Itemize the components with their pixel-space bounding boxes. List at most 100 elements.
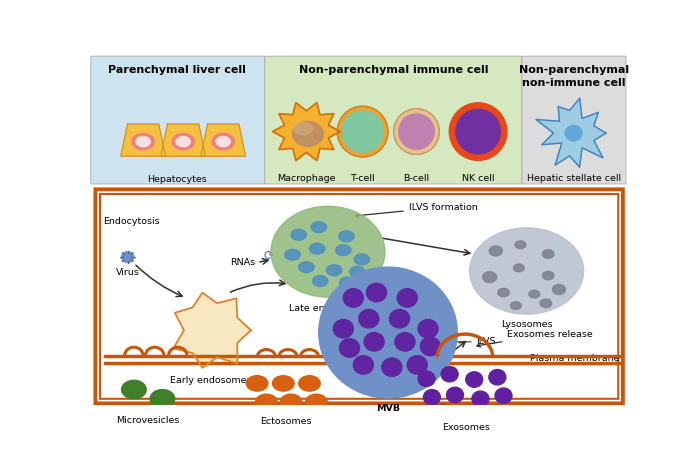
Text: Exosomes: Exosomes <box>442 424 491 432</box>
FancyBboxPatch shape <box>91 56 265 184</box>
Ellipse shape <box>354 254 370 265</box>
Polygon shape <box>272 102 340 161</box>
Text: B-cell: B-cell <box>403 174 430 183</box>
Ellipse shape <box>420 337 440 356</box>
Ellipse shape <box>447 387 463 403</box>
Ellipse shape <box>418 371 435 386</box>
Ellipse shape <box>340 277 355 288</box>
Ellipse shape <box>395 333 415 351</box>
Ellipse shape <box>280 394 302 410</box>
Ellipse shape <box>542 250 554 258</box>
Ellipse shape <box>470 228 584 314</box>
Polygon shape <box>161 124 206 156</box>
Text: T-cell: T-cell <box>350 174 375 183</box>
Ellipse shape <box>285 249 300 260</box>
Text: Ectosomes: Ectosomes <box>260 417 312 426</box>
Polygon shape <box>121 124 165 156</box>
Ellipse shape <box>424 389 440 405</box>
FancyBboxPatch shape <box>265 56 522 184</box>
Ellipse shape <box>336 245 351 256</box>
Ellipse shape <box>466 372 483 387</box>
Ellipse shape <box>318 267 457 398</box>
Ellipse shape <box>514 264 524 272</box>
Ellipse shape <box>212 133 234 150</box>
Ellipse shape <box>358 309 379 328</box>
Ellipse shape <box>311 222 326 233</box>
Ellipse shape <box>407 356 427 374</box>
Ellipse shape <box>294 122 312 135</box>
Text: Plasma membrane: Plasma membrane <box>529 354 619 363</box>
Ellipse shape <box>399 114 434 149</box>
FancyBboxPatch shape <box>522 56 626 184</box>
Text: Parenchymal liver cell: Parenchymal liver cell <box>108 66 246 76</box>
Text: Hepatic stellate cell: Hepatic stellate cell <box>526 174 621 183</box>
Ellipse shape <box>529 290 540 298</box>
Ellipse shape <box>272 376 294 391</box>
Ellipse shape <box>495 388 512 404</box>
Ellipse shape <box>256 394 277 410</box>
Ellipse shape <box>293 121 323 146</box>
Ellipse shape <box>176 136 190 147</box>
Ellipse shape <box>510 302 522 309</box>
Ellipse shape <box>364 333 384 351</box>
Ellipse shape <box>367 283 386 302</box>
Text: ILVS formation: ILVS formation <box>355 202 477 217</box>
Ellipse shape <box>342 111 384 152</box>
Text: Non-parenchymal
non-immune cell: Non-parenchymal non-immune cell <box>519 66 629 88</box>
Ellipse shape <box>132 133 154 150</box>
Ellipse shape <box>344 288 363 307</box>
Text: Virus: Virus <box>116 268 140 277</box>
Text: Hepatocytes: Hepatocytes <box>147 175 207 184</box>
Text: RNAs: RNAs <box>230 258 255 267</box>
Polygon shape <box>174 293 251 368</box>
Ellipse shape <box>393 109 440 154</box>
Ellipse shape <box>398 288 417 307</box>
Ellipse shape <box>299 262 314 273</box>
Ellipse shape <box>326 265 342 276</box>
Ellipse shape <box>333 319 354 338</box>
Ellipse shape <box>291 229 307 240</box>
Text: Lysosomes: Lysosomes <box>500 320 552 329</box>
Ellipse shape <box>337 106 388 157</box>
Ellipse shape <box>389 309 410 328</box>
Ellipse shape <box>122 252 134 263</box>
Ellipse shape <box>552 284 566 294</box>
Text: Late endosomes: Late endosomes <box>289 304 367 313</box>
Text: Early endosomes: Early endosomes <box>170 376 252 385</box>
Ellipse shape <box>306 394 327 410</box>
Ellipse shape <box>309 243 325 254</box>
Ellipse shape <box>122 380 146 399</box>
Text: Endocytosis: Endocytosis <box>103 217 160 226</box>
Ellipse shape <box>540 299 552 308</box>
Text: ILVS: ILVS <box>421 337 496 346</box>
Ellipse shape <box>498 288 510 297</box>
Ellipse shape <box>418 319 438 338</box>
Ellipse shape <box>136 136 150 147</box>
Ellipse shape <box>339 231 354 242</box>
Ellipse shape <box>483 272 496 283</box>
Text: Non-parenchymal immune cell: Non-parenchymal immune cell <box>299 66 488 76</box>
Ellipse shape <box>542 271 554 280</box>
Ellipse shape <box>216 136 230 147</box>
Polygon shape <box>536 98 606 167</box>
Ellipse shape <box>340 339 360 357</box>
Ellipse shape <box>489 246 503 256</box>
Ellipse shape <box>246 376 268 391</box>
Ellipse shape <box>515 241 526 248</box>
Ellipse shape <box>456 109 500 154</box>
FancyBboxPatch shape <box>95 189 623 404</box>
Text: Exosomes release: Exosomes release <box>477 329 593 347</box>
Ellipse shape <box>271 206 385 297</box>
Ellipse shape <box>435 405 452 420</box>
Text: NK cell: NK cell <box>462 174 494 183</box>
Ellipse shape <box>489 369 506 385</box>
Ellipse shape <box>472 391 489 406</box>
Polygon shape <box>201 124 246 156</box>
Ellipse shape <box>299 376 321 391</box>
Ellipse shape <box>382 358 402 376</box>
Ellipse shape <box>312 276 328 286</box>
Ellipse shape <box>354 356 373 374</box>
Ellipse shape <box>150 389 175 408</box>
Ellipse shape <box>441 366 458 382</box>
Ellipse shape <box>449 103 507 161</box>
